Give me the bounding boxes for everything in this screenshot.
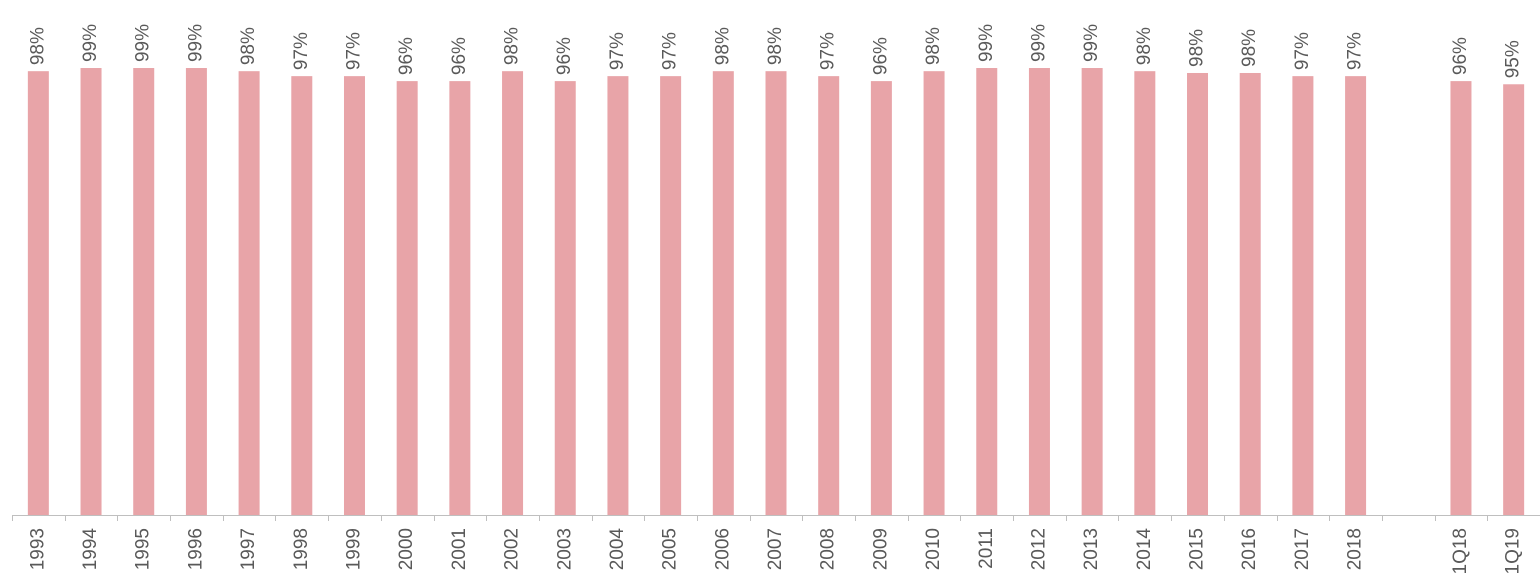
value-label: 97% [818,32,839,70]
bar [1134,71,1156,515]
value-label: 98% [502,27,523,65]
x-tick-label: 2002 [502,528,523,570]
bar [1081,68,1103,515]
bar [1503,84,1525,516]
bar [1450,81,1472,516]
x-tick-label: 1998 [291,528,312,570]
bar [660,76,682,515]
value-label: 98% [1134,27,1155,65]
x-tick-label: 2008 [818,528,839,570]
bar [291,76,313,515]
x-tick-label: 1997 [238,528,259,570]
bar [343,76,365,515]
bar [502,71,524,515]
value-label: 96% [396,37,417,75]
x-tick-label: 2014 [1134,528,1155,571]
value-label: 98% [923,27,944,65]
bar [449,81,471,516]
x-tick-label: 2007 [765,528,786,570]
x-tick-label: 1Q18 [1450,528,1471,574]
x-tick-label: 1995 [133,528,154,570]
bar [27,71,49,515]
x-tick-label: 2013 [1081,528,1102,570]
bar [607,76,629,515]
x-tick-label: 2001 [449,528,470,570]
value-label: 97% [343,32,364,70]
x-tick-label: 2000 [396,528,417,570]
bar [133,68,155,515]
value-label: 97% [1345,32,1366,70]
x-tick-label: 2004 [607,528,628,571]
x-tick-label: 2018 [1345,528,1366,570]
value-label: 98% [1239,29,1260,67]
x-tick-label: 1Q19 [1503,528,1524,574]
x-tick-label: 1993 [27,528,48,570]
x-tick-label: 2006 [712,528,733,570]
bar [1292,76,1314,515]
bar [1187,72,1209,515]
bar [712,71,734,515]
x-tick-label: 2009 [870,528,891,570]
bar [1028,68,1050,515]
bar [818,76,840,515]
bar [554,81,576,516]
value-label: 99% [80,24,101,62]
value-label: 98% [238,27,259,65]
x-tick-label: 1996 [185,528,206,570]
value-label: 99% [1081,24,1102,62]
bar [765,71,787,515]
value-label: 96% [870,37,891,75]
bar [80,68,102,515]
x-tick-label: 2017 [1292,528,1313,570]
value-label: 98% [1187,29,1208,67]
value-label: 96% [1450,37,1471,75]
x-tick-label: 2010 [923,528,944,570]
value-label: 97% [660,32,681,70]
bar [976,68,998,515]
bar [185,68,207,515]
bar [1239,72,1261,515]
bar [1345,76,1367,515]
value-label: 97% [291,32,312,70]
value-label: 99% [133,24,154,62]
x-tick-label: 2003 [554,528,575,570]
x-tick-label: 1999 [343,528,364,570]
value-label: 98% [27,27,48,65]
value-label: 98% [765,27,786,65]
bar [238,71,260,515]
value-label: 99% [976,24,997,62]
value-label: 99% [185,24,206,62]
x-tick-label: 2012 [1028,528,1049,570]
bar [870,81,892,516]
value-label: 96% [554,37,575,75]
x-tick-label: 2005 [660,528,681,570]
value-label: 98% [712,27,733,65]
x-tick-label: 2016 [1239,528,1260,570]
bar [923,71,945,515]
x-tick-label: 2011 [976,528,997,569]
value-label: 97% [1292,32,1313,70]
value-label: 95% [1503,40,1524,78]
bar [396,81,418,516]
value-label: 97% [607,32,628,70]
value-label: 96% [449,37,470,75]
x-tick-label: 2015 [1187,528,1208,570]
x-tick-label: 1994 [80,528,101,571]
value-label: 99% [1028,24,1049,62]
